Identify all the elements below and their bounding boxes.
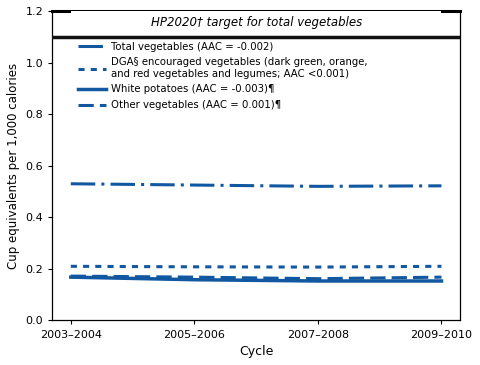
- FancyBboxPatch shape: [71, 11, 441, 37]
- Text: HP2020† target for total vegetables: HP2020† target for total vegetables: [150, 16, 361, 29]
- Y-axis label: Cup equivalents per 1,000 calories: Cup equivalents per 1,000 calories: [7, 63, 20, 269]
- X-axis label: Cycle: Cycle: [239, 345, 273, 358]
- Legend: Total vegetables (AAC = -0.002), DGA§ encouraged vegetables (dark green, orange,: Total vegetables (AAC = -0.002), DGA§ en…: [73, 38, 371, 114]
